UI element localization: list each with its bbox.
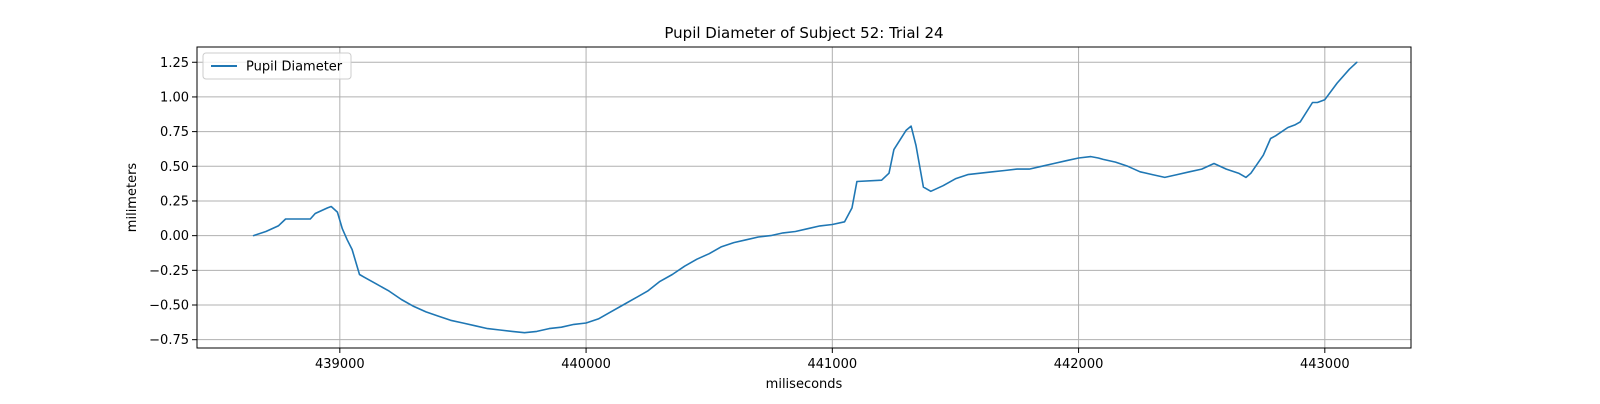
x-tick-label: 440000 — [561, 357, 611, 372]
y-tick-label: −0.50 — [149, 299, 189, 314]
x-tick-label: 443000 — [1300, 357, 1350, 372]
x-tick-label: 442000 — [1054, 357, 1104, 372]
series-line-pupil-diameter — [252, 61, 1358, 334]
y-tick-label: 0.00 — [160, 229, 189, 244]
x-axis-label: miliseconds — [766, 377, 843, 392]
ticks-layer: 439000 440000 441000 442000 443000 −0.75 −0.50… — [149, 56, 1349, 372]
chart-title: Pupil Diameter of Subject 52: Trial 24 — [664, 24, 943, 42]
x-tick-label: 441000 — [807, 357, 857, 372]
legend: Pupil Diameter — [202, 52, 352, 80]
y-tick-label: −0.25 — [149, 264, 189, 279]
grid-layer — [197, 47, 1411, 348]
series-layer — [252, 61, 1358, 334]
y-tick-label: −0.75 — [149, 333, 189, 348]
x-tick-label: 439000 — [315, 357, 365, 372]
y-tick-label: 0.25 — [160, 194, 189, 209]
y-axis-label: milimeters — [125, 163, 140, 233]
legend-box — [202, 52, 352, 80]
y-tick-label: 1.25 — [160, 56, 189, 71]
y-tick-label: 1.00 — [160, 90, 189, 105]
plot-frame — [196, 46, 1412, 349]
y-tick-label: 0.50 — [160, 160, 189, 175]
y-tick-label: 0.75 — [160, 125, 189, 140]
legend-label-pupil-diameter: Pupil Diameter — [246, 60, 343, 75]
